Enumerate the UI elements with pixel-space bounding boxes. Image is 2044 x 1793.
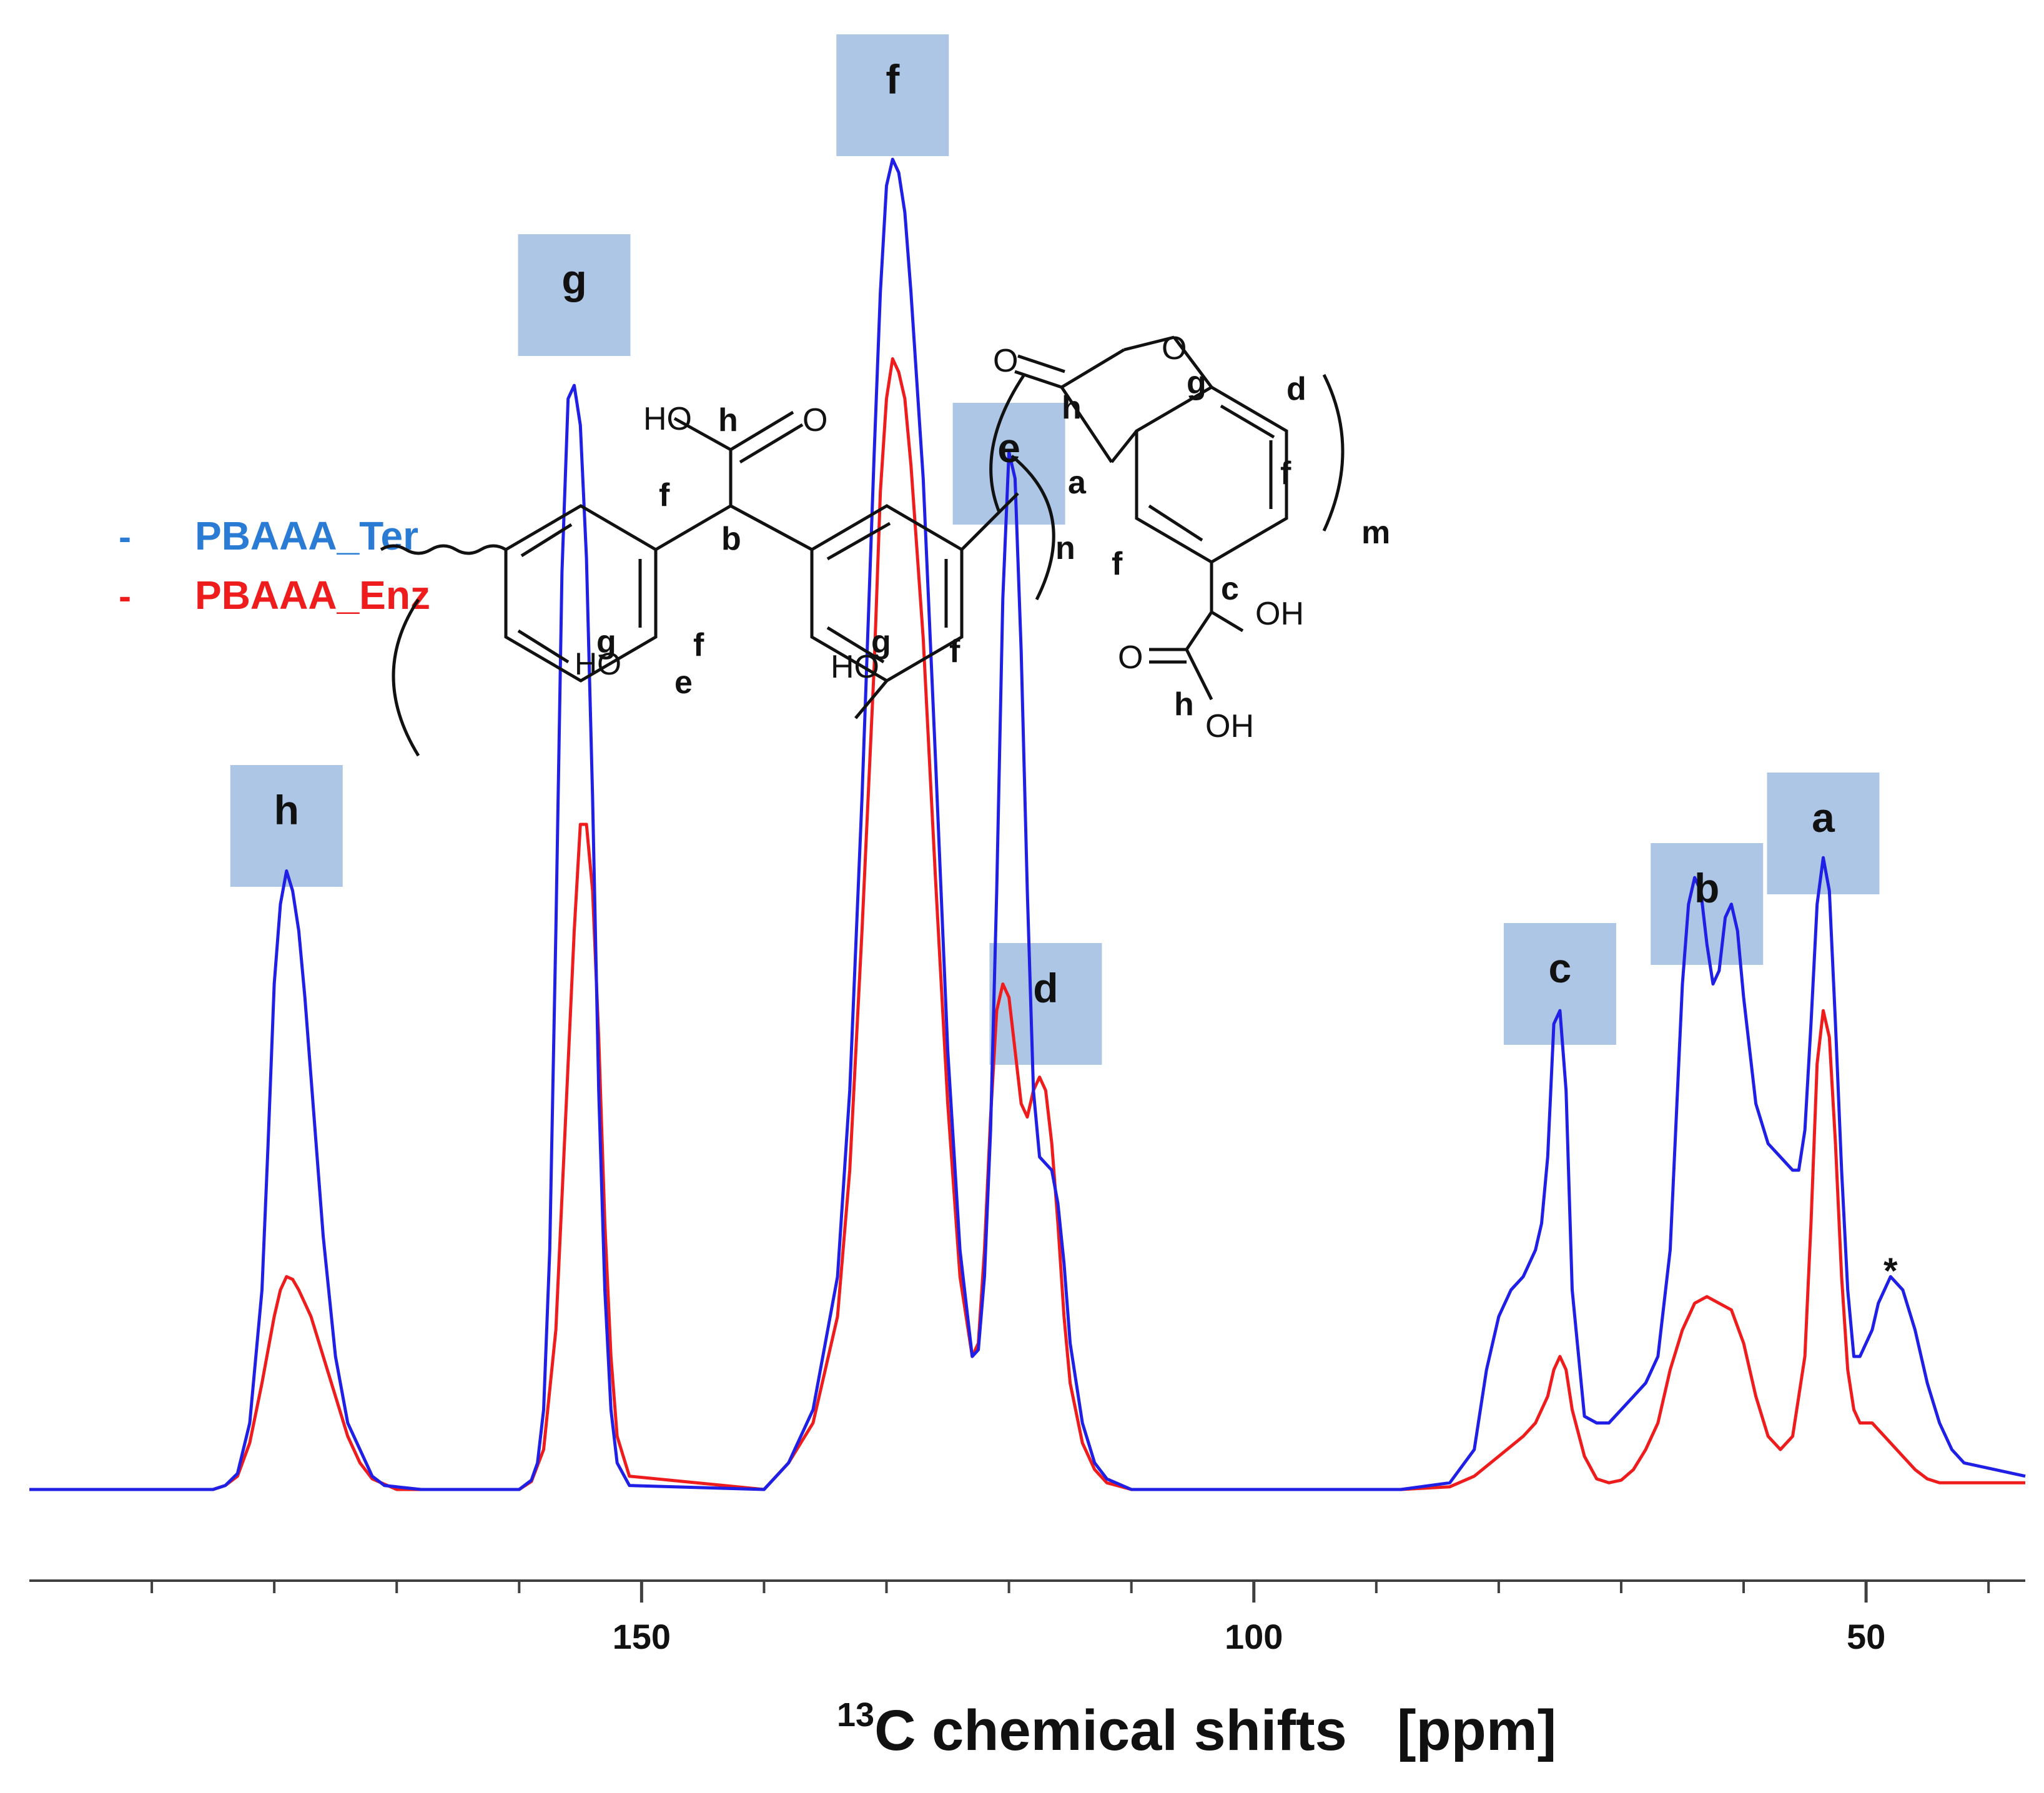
peak-label-f: f [886,56,900,102]
atom-oh-c: OH [1255,596,1304,632]
peak-label-c: c [1549,945,1572,991]
bracket-left-open [392,598,420,757]
series-line-pbaaa_ter [29,157,2026,1491]
peak-label-box-g [518,234,631,356]
peak-label-e: e [997,425,1020,471]
peak-label-b: b [1694,865,1719,911]
atom-n: n [1055,530,1075,566]
bracket-n-close [989,373,1026,513]
structure-labels: HO h O b f f HO g e HO g f O O h g d a n… [575,330,1390,744]
benzene-ring-middle [810,504,964,683]
legend: - PBAAA_Ter - PBAAA_Enz [119,513,430,618]
x-axis-title: 13C chemical shifts [ppm] [837,1696,1556,1762]
x-tick-label: 50 [1847,1617,1885,1656]
spectrum-series [29,157,2026,1491]
x-axis-title-superscript: 13 [837,1696,874,1734]
atom-f-2: f [693,627,704,663]
atom-f-5: f [1112,546,1123,582]
benzene-ring-right [1135,385,1288,564]
legend-label-enz: PBAAA_Enz [195,573,430,618]
peak-label-d: d [1033,965,1058,1011]
chemical-structure [380,335,1345,757]
atom-f-4: f [1280,455,1291,491]
bracket-m-close [1322,373,1345,532]
x-tick-label: 150 [613,1617,671,1656]
peak-label-box-a [1767,773,1880,894]
peak-label-a: a [1812,794,1835,841]
bracket-n-open [1010,455,1055,601]
x-tick-label: 100 [1225,1617,1283,1656]
atom-ho-top: HO [643,401,692,437]
atom-d: d [1286,371,1306,407]
peak-label-box-f [836,34,949,156]
atom-o-acid: O [1118,640,1143,676]
series-line-pbaaa_enz [29,357,2025,1491]
atom-o-lactone: O [993,343,1018,379]
atom-f-1: f [659,477,670,513]
atom-a: a [1068,465,1087,501]
atom-g-left: g [596,624,616,660]
atom-o-top: O [802,402,827,438]
x-axis-title-text: chemical shifts [932,1699,1347,1762]
peak-label-g: g [561,256,586,302]
x-axis-unit: [ppm] [1397,1699,1556,1762]
peak-label-box-h [230,765,343,887]
atom-h-top: h [718,402,738,438]
atom-c: c [1221,571,1239,607]
legend-marker-enz: - [119,575,131,617]
atom-o-ring: O [1162,330,1187,367]
legend-marker-ter: - [119,516,131,558]
atom-f-3: f [949,633,960,669]
atom-h-lactone: h [1062,390,1082,426]
peak-label-artifact: * [1884,1251,1898,1292]
legend-label-ter: PBAAA_Ter [195,513,418,558]
atom-m: m [1361,515,1390,551]
atom-ho-left: HO [575,646,621,681]
peak-label-h: h [274,787,299,833]
atom-e: e [674,664,693,701]
atom-h-acid: h [1174,686,1194,723]
atom-g-right: g [1187,365,1207,401]
atom-b: b [721,521,741,557]
atom-oh-acid: OH [1205,708,1254,744]
atom-ho-mid: HO [831,649,879,685]
x-axis-title-element: C [874,1699,916,1762]
x-axis-ticks: 150 100 50 [151,1581,1990,1656]
wavy-bond [380,544,507,555]
benzene-ring-left [504,504,658,683]
atom-g-mid: g [871,624,891,660]
